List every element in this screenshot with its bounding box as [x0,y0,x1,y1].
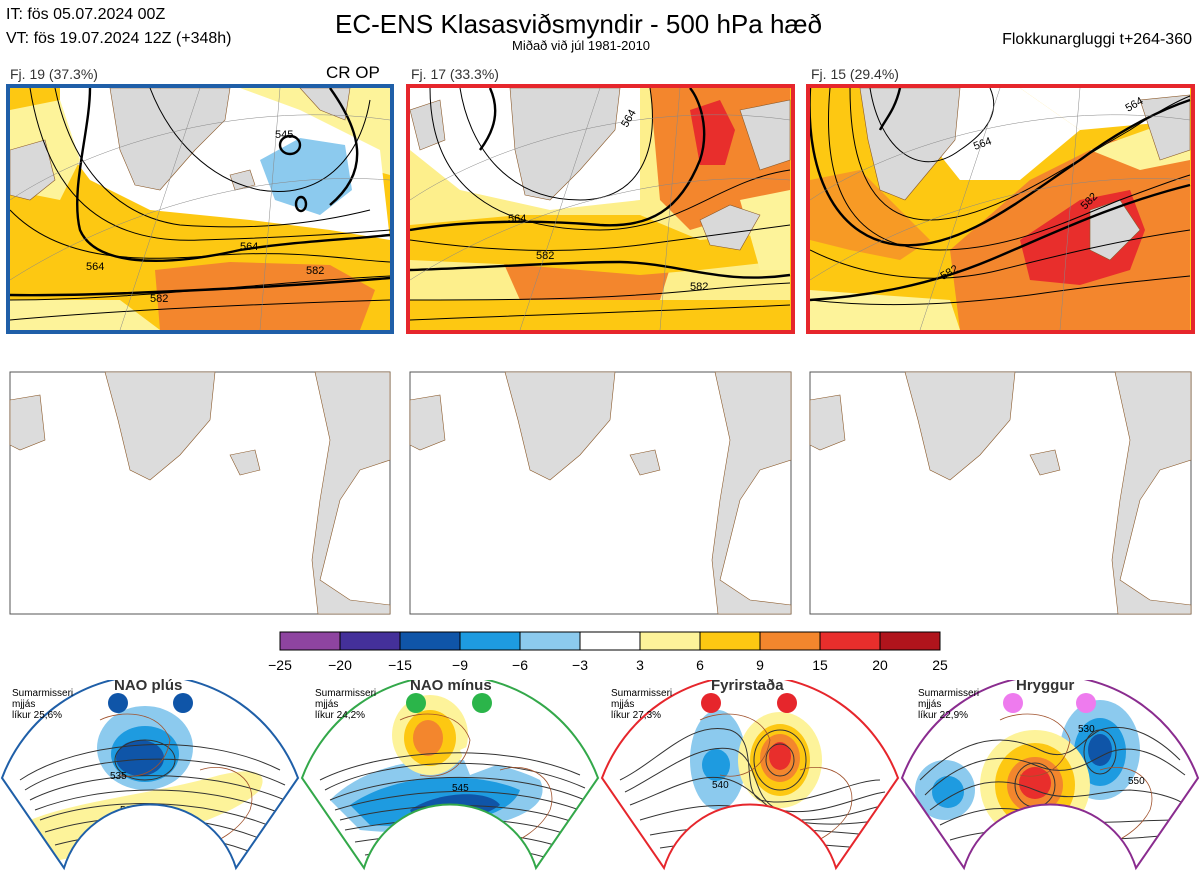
svg-text:545: 545 [275,129,293,141]
cluster-label-1: Fj. 19 (37.3%) [10,66,98,82]
colorbar-cell [699,631,761,651]
svg-text:564: 564 [86,261,104,273]
cluster-map-3: 564 564 582 582 [810,88,1191,330]
svg-text:582: 582 [536,250,554,262]
colorbar-cell [759,631,821,651]
colorbar: −25 −20 −15 −9 −6 −3 3 6 9 15 20 25 [268,631,948,673]
colorbar-tick-label: −6 [512,657,528,673]
classification-window: Flokkunargluggi t+264-360 [1002,31,1192,48]
colorbar-tick-label: −25 [268,657,292,673]
svg-text:535: 535 [110,771,127,782]
svg-text:582: 582 [690,281,708,293]
page-subtitle: Miðað við júl 1981-2010 [512,38,651,53]
svg-text:550: 550 [1128,776,1145,787]
svg-text:560: 560 [722,819,739,830]
colorbar-cell [579,631,641,651]
colorbar-cell [879,631,941,651]
cluster-map-1: 545 564 564 582 582 [10,88,390,330]
colorbar-tick-label: 9 [756,657,764,673]
svg-text:582: 582 [306,265,324,277]
colorbar-cell [399,631,461,651]
regime-title-blocking: Fyrirstaða [711,677,784,694]
empty-map-1 [9,371,391,615]
cluster-tag-1: CR OP [326,63,380,82]
svg-text:575: 575 [448,850,465,861]
colorbar-cell [519,631,581,651]
svg-text:575: 575 [737,843,754,854]
colorbar-tick-label: −9 [452,657,468,673]
regime-title-nao-plus: NAO plús [114,677,183,694]
svg-text:560: 560 [437,815,454,826]
regime-prob-nao-plus: Sumarmisseri mjjás líkur 25,6% [12,688,74,721]
colorbar-tick-label: −20 [328,657,352,673]
svg-text:575: 575 [1093,839,1110,850]
empty-map-2 [409,371,792,615]
svg-text:545: 545 [452,783,469,794]
cluster-map-2: 564 564 582 582 [410,88,791,330]
colorbar-cell [279,631,341,651]
colorbar-tick-label: −3 [572,657,588,673]
svg-text:564: 564 [508,213,526,225]
svg-text:582: 582 [150,293,168,305]
colorbar-cell [819,631,881,651]
svg-text:564: 564 [240,241,258,253]
colorbar-tick-label: −15 [388,657,412,673]
colorbar-tick-label: 15 [812,657,828,673]
colorbar-tick-label: 3 [636,657,644,673]
svg-text:530: 530 [1078,724,1095,735]
regime-prob-ridge: Sumarmisseri mjjás líkur 22,9% [918,688,980,721]
colorbar-cell [339,631,401,651]
regime-prob-blocking: Sumarmisseri mjjás líkur 27,3% [611,688,673,721]
regime-title-ridge: Hryggur [1016,677,1075,694]
cluster-label-2: Fj. 17 (33.3%) [411,66,499,82]
svg-text:540: 540 [712,780,729,791]
colorbar-cell [459,631,521,651]
colorbar-tick-label: 6 [696,657,704,673]
empty-map-3 [809,371,1192,615]
regime-title-nao-minus: NAO mínus [410,677,492,694]
colorbar-cell [639,631,701,651]
cluster-label-3: Fj. 15 (29.4%) [811,66,899,82]
page-title: EC-ENS Klasasviðsmyndir - 500 hPa hæð [335,9,822,39]
regime-maps: 535 560 545 [0,680,1200,871]
valid-time: VT: fös 19.07.2024 12Z (+348h) [6,30,232,47]
svg-text:564: 564 [972,135,993,153]
init-time: IT: fös 05.07.2024 00Z [6,6,166,23]
colorbar-tick-label: 25 [932,657,948,673]
colorbar-tick-label: 20 [872,657,888,673]
regime-prob-nao-minus: Sumarmisseri mjjás líkur 24,2% [315,688,377,721]
